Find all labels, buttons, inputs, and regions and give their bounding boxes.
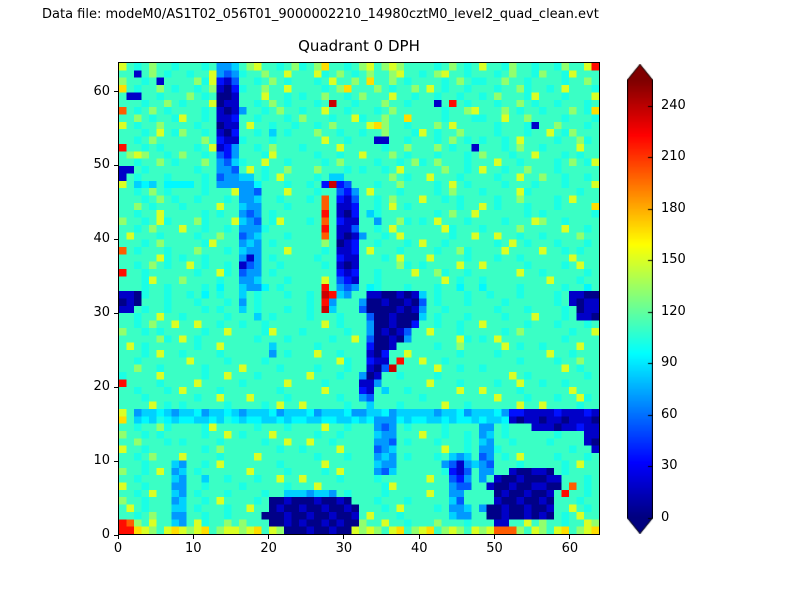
x-tick-label: 50 <box>486 541 503 556</box>
y-tick-label: 20 <box>93 379 110 395</box>
x-tick-label: 20 <box>260 541 277 556</box>
y-tick-label: 50 <box>93 157 110 173</box>
y-tick-mark <box>114 534 118 536</box>
x-tick-label: 60 <box>561 541 579 556</box>
y-tick-label: 60 <box>93 83 110 99</box>
chart-title: Quadrant 0 DPH <box>298 37 420 55</box>
heatmap-canvas <box>119 63 599 534</box>
colorbar-tick-label: 0 <box>661 510 670 525</box>
colorbar <box>627 64 653 534</box>
x-tick-mark <box>343 535 345 539</box>
x-tick-label: 0 <box>113 541 123 556</box>
y-tick-label: 30 <box>93 305 110 321</box>
colorbar-tick-label: 180 <box>661 200 686 216</box>
y-tick-label: 0 <box>101 527 110 542</box>
y-tick-mark <box>114 164 118 166</box>
colorbar-tick-label: 210 <box>661 149 686 165</box>
colorbar-tick-label: 120 <box>661 303 686 319</box>
x-tick-mark <box>494 535 496 539</box>
colorbar-tick-label: 60 <box>661 406 678 422</box>
colorbar-tick-label: 30 <box>661 458 678 474</box>
y-tick-mark <box>114 91 118 93</box>
y-tick-mark <box>114 460 118 462</box>
x-tick-label: 10 <box>185 541 202 556</box>
y-tick-mark <box>114 312 118 314</box>
colorbar-tick-label: 150 <box>661 252 686 268</box>
datafile-label: Data file: modeM0/AS1T02_056T01_90000022… <box>42 7 599 22</box>
x-tick-mark <box>117 535 119 539</box>
y-tick-label: 40 <box>93 231 110 247</box>
colorbar-tick-label: 90 <box>661 355 678 371</box>
y-tick-label: 10 <box>93 453 110 469</box>
x-tick-mark <box>268 535 270 539</box>
heatmap-plot <box>118 62 600 535</box>
y-tick-mark <box>114 238 118 240</box>
y-tick-mark <box>114 386 118 388</box>
x-tick-mark <box>192 535 194 539</box>
x-tick-mark <box>569 535 571 539</box>
x-tick-label: 40 <box>410 541 428 556</box>
colorbar-tick-label: 240 <box>661 97 686 113</box>
x-tick-label: 30 <box>335 541 353 556</box>
x-tick-mark <box>418 535 420 539</box>
